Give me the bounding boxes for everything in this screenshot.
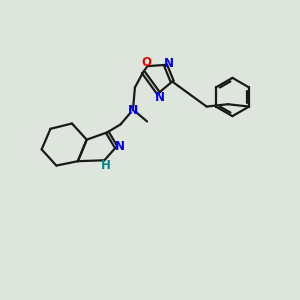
Text: N: N: [155, 91, 165, 104]
Text: N: N: [115, 140, 125, 153]
Text: N: N: [164, 57, 174, 70]
Text: H: H: [101, 159, 111, 172]
Text: O: O: [141, 56, 151, 69]
Text: N: N: [128, 104, 138, 117]
